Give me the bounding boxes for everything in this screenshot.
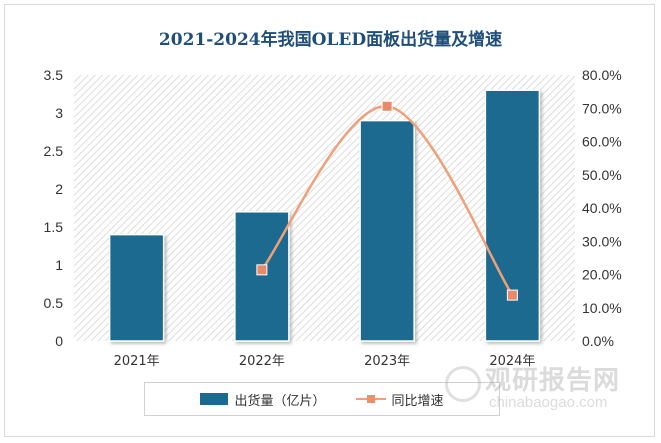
y-left-tick-label: 3 [55,105,63,121]
y-right-tick-label: 50.0% [582,167,622,183]
y-left-tick-label: 1.5 [44,219,64,235]
legend-item-growth: 同比增速 [355,390,444,409]
watermark-url: chinabaogao.com [489,394,608,411]
bar-shipments [108,233,165,342]
legend-label-growth: 同比增速 [391,393,444,409]
y-left-tick-label: 2.5 [44,143,64,159]
legend-label-shipments: 出货量（亿片） [234,393,326,409]
x-category-label: 2023年 [364,354,410,369]
y-right-tick-label: 60.0% [582,134,622,150]
legend-item-shipments: 出货量（亿片） [200,390,326,409]
y-right-tick-label: 0.0% [582,333,614,349]
legend-line-swatch [355,393,386,405]
y-left-tick-label: 0 [55,333,63,349]
y-right-tick-label: 40.0% [582,200,622,216]
x-category-label: 2021年 [114,354,160,369]
y-left-tick-label: 3.5 [44,67,64,83]
bar-shipments [234,211,290,342]
watermark-name: 观研报告网 [485,366,621,396]
growth-point [506,289,518,301]
growth-point [381,100,393,112]
chinabaogao-logo-icon [445,366,481,402]
y-right-tick-label: 30.0% [582,233,622,249]
y-right-tick-label: 10.0% [582,300,622,316]
x-category-label: 2024年 [489,354,535,369]
bar-shipments [359,119,415,342]
y-right-tick-label: 80.0% [582,67,622,83]
y-left-tick-label: 2 [55,181,63,197]
y-right-tick-label: 20.0% [582,267,622,283]
x-category-label: 2022年 [239,354,285,369]
y-right-tick-label: 70.0% [582,100,622,116]
chart-title: 2021-2024年我国OLED面板出货量及增速 [158,30,503,50]
bar-shipments [484,89,541,342]
watermark: 观研报告网 chinabaogao.com [445,360,645,420]
y-left-tick-label: 0.5 [44,295,64,311]
growth-point [256,264,268,276]
legend: 出货量（亿片） 同比增速 [144,382,500,416]
y-left-tick-label: 1 [55,257,63,273]
legend-bar-swatch [200,393,229,405]
